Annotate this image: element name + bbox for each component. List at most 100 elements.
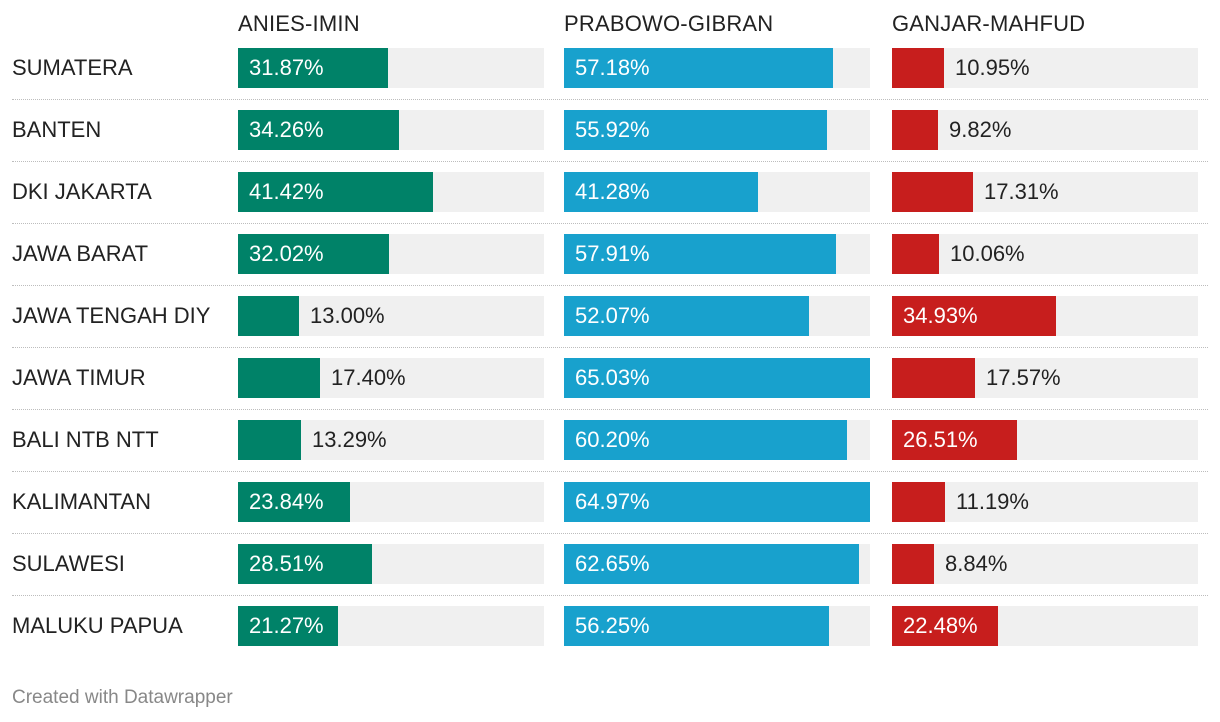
bar xyxy=(564,544,859,584)
region-label: SUMATERA xyxy=(12,55,133,80)
value-label: 55.92% xyxy=(575,117,650,142)
bar xyxy=(238,358,320,398)
footer-credit: Created with Datawrapper xyxy=(12,687,233,708)
bar xyxy=(238,234,389,274)
bar-track: 17.31% xyxy=(892,172,1198,212)
bar xyxy=(564,234,836,274)
bar xyxy=(892,420,1017,460)
bar-track: 22.48% xyxy=(892,606,1198,646)
value-label: 64.97% xyxy=(575,489,650,514)
value-label: 41.28% xyxy=(575,179,650,204)
value-label: 57.18% xyxy=(575,55,650,80)
value-label: 10.95% xyxy=(955,55,1030,80)
bar xyxy=(892,296,1056,336)
bar xyxy=(238,606,338,646)
bar xyxy=(238,172,433,212)
region-label: JAWA TIMUR xyxy=(12,365,146,390)
value-label: 56.25% xyxy=(575,613,650,638)
bar-track: 9.82% xyxy=(892,110,1198,150)
row-separator xyxy=(12,595,1208,596)
bar-track: 57.91% xyxy=(564,234,870,274)
column-header: GANJAR-MAHFUD xyxy=(892,11,1086,36)
value-label: 57.91% xyxy=(575,241,650,266)
row-separator xyxy=(12,347,1208,348)
value-label: 10.06% xyxy=(950,241,1025,266)
value-label: 28.51% xyxy=(249,551,324,576)
bar xyxy=(564,172,758,212)
value-label: 22.48% xyxy=(903,613,978,638)
row-separator xyxy=(12,533,1208,534)
region-label: JAWA BARAT xyxy=(12,241,149,266)
bar-track: 17.57% xyxy=(892,358,1198,398)
bar-track: 17.40% xyxy=(238,358,544,398)
value-label: 23.84% xyxy=(249,489,324,514)
bar xyxy=(892,482,945,522)
bar xyxy=(892,606,998,646)
bar-track: 62.65% xyxy=(564,544,870,584)
bar-track: 11.19% xyxy=(892,482,1198,522)
bar xyxy=(238,296,299,336)
bar xyxy=(238,544,372,584)
bar xyxy=(564,420,847,460)
bar xyxy=(238,110,399,150)
bar xyxy=(564,296,809,336)
value-label: 13.00% xyxy=(310,303,385,328)
region-label: SULAWESI xyxy=(12,551,125,576)
bar xyxy=(564,606,829,646)
bar xyxy=(892,358,975,398)
value-label: 17.31% xyxy=(984,179,1059,204)
value-label: 34.26% xyxy=(249,117,324,142)
bar xyxy=(892,110,938,150)
value-label: 65.03% xyxy=(575,365,650,390)
value-label: 32.02% xyxy=(249,241,324,266)
bar-track: 13.29% xyxy=(238,420,544,460)
value-label: 21.27% xyxy=(249,613,324,638)
row-separator xyxy=(12,99,1208,100)
region-label: KALIMANTAN xyxy=(12,489,151,514)
row-separator xyxy=(12,409,1208,410)
value-label: 9.82% xyxy=(949,117,1012,142)
region-label: MALUKU PAPUA xyxy=(12,613,183,638)
region-label: BANTEN xyxy=(12,117,102,142)
bar xyxy=(564,48,833,88)
value-label: 17.57% xyxy=(986,365,1061,390)
bar-track: 31.87% xyxy=(238,48,544,88)
bar xyxy=(238,482,350,522)
bar xyxy=(892,172,973,212)
value-label: 17.40% xyxy=(331,365,406,390)
bar-track: 65.03% xyxy=(564,358,870,398)
value-label: 60.20% xyxy=(575,427,650,452)
bar-track: 10.06% xyxy=(892,234,1198,274)
bar-track: 23.84% xyxy=(238,482,544,522)
bar-track: 56.25% xyxy=(564,606,870,646)
region-label: BALI NTB NTT xyxy=(12,427,159,452)
bar xyxy=(564,110,827,150)
bar-track: 57.18% xyxy=(564,48,870,88)
region-label: JAWA TENGAH DIY xyxy=(12,303,211,328)
value-label: 62.65% xyxy=(575,551,650,576)
bar-track: 10.95% xyxy=(892,48,1198,88)
bar-track: 34.93% xyxy=(892,296,1198,336)
row-separator xyxy=(12,285,1208,286)
bar-track: 34.26% xyxy=(238,110,544,150)
bar xyxy=(892,48,944,88)
bar xyxy=(564,358,870,398)
bar-track: 41.42% xyxy=(238,172,544,212)
value-label: 13.29% xyxy=(312,427,387,452)
value-label: 26.51% xyxy=(903,427,978,452)
value-label: 41.42% xyxy=(249,179,324,204)
column-header: ANIES-IMIN xyxy=(238,11,360,36)
bar xyxy=(238,420,301,460)
column-header: PRABOWO-GIBRAN xyxy=(564,11,774,36)
value-label: 8.84% xyxy=(945,551,1008,576)
bar-track: 28.51% xyxy=(238,544,544,584)
bar-track: 64.97% xyxy=(564,482,870,522)
bar-track: 60.20% xyxy=(564,420,870,460)
bar-track: 26.51% xyxy=(892,420,1198,460)
value-label: 31.87% xyxy=(249,55,324,80)
bar-track: 13.00% xyxy=(238,296,544,336)
value-label: 52.07% xyxy=(575,303,650,328)
value-label: 34.93% xyxy=(903,303,978,328)
bar xyxy=(238,48,388,88)
row-separator xyxy=(12,471,1208,472)
